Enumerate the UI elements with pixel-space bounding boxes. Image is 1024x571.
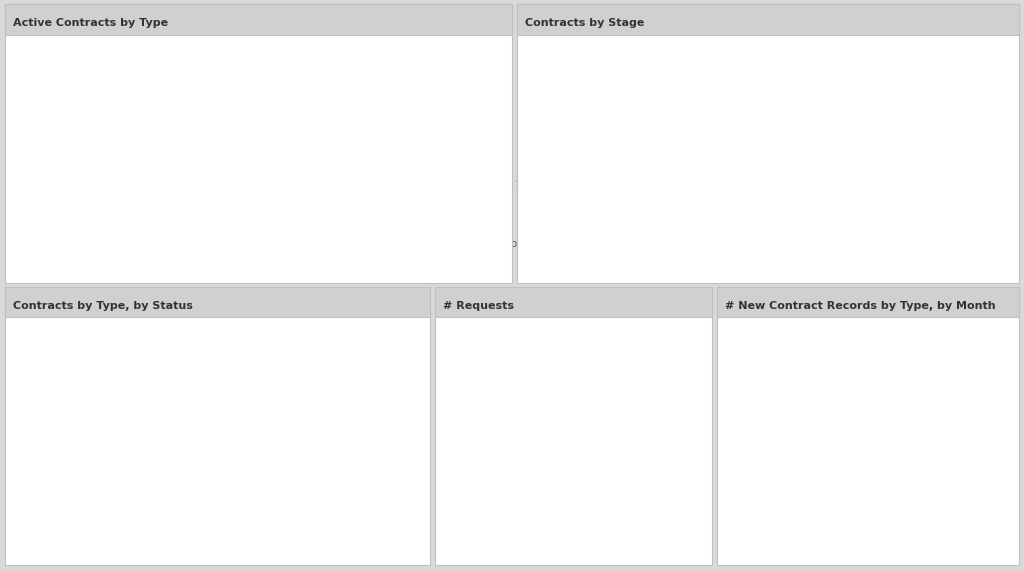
Text: 4: 4 xyxy=(365,196,371,206)
Bar xyxy=(254,105,299,258)
Text: Active Contracts by Type: Active Contracts by Type xyxy=(13,18,168,28)
Bar xyxy=(759,405,997,449)
Wedge shape xyxy=(493,363,573,444)
Bar xyxy=(436,207,481,258)
Bar xyxy=(72,207,117,258)
Text: $50.0k: $50.0k xyxy=(353,194,382,202)
Text: 25.0%
Not converted
2: 25.0% Not converted 2 xyxy=(562,398,630,428)
Bar xyxy=(163,207,208,258)
Text: $9.8k: $9.8k xyxy=(264,91,288,100)
Bar xyxy=(759,379,997,405)
Legend: Consulting, MNDA, MSA, NDA, SOW, Vendor Agreement: Consulting, MNDA, MSA, NDA, SOW, Vendor … xyxy=(75,328,395,344)
Text: Contracts by Type, by Status: Contracts by Type, by Status xyxy=(13,301,194,311)
Text: # New Contract Records by Type, by Month: # New Contract Records by Type, by Month xyxy=(725,301,995,311)
Legend: Draft, Review, Approval, Signature, Executed, Unknown Stage: Draft, Review, Approval, Signature, Exec… xyxy=(614,44,963,60)
Text: 4: 4 xyxy=(91,196,97,206)
Text: 75.0%
Converted
6: 75.0% Converted 6 xyxy=(549,465,598,495)
Text: # Requests: # Requests xyxy=(443,301,514,311)
Text: $40.0k: $40.0k xyxy=(444,194,473,202)
Wedge shape xyxy=(493,363,654,525)
Legend: Consulting, MSA, NDA, SOW, Vendor Agreement: Consulting, MSA, NDA, SOW, Vendor Agreem… xyxy=(118,45,435,61)
Bar xyxy=(567,147,675,160)
Text: Contracts by Stage: Contracts by Stage xyxy=(525,18,645,28)
Text: 4: 4 xyxy=(182,196,188,206)
Text: $55.0k: $55.0k xyxy=(80,194,109,202)
Bar xyxy=(567,207,912,220)
Bar xyxy=(345,207,390,258)
Bar xyxy=(759,449,997,501)
Text: $6.7m: $6.7m xyxy=(172,194,199,202)
Bar xyxy=(567,87,665,101)
Bar xyxy=(759,501,997,536)
Bar xyxy=(567,236,944,250)
Text: 4: 4 xyxy=(456,196,462,206)
Bar xyxy=(567,117,643,131)
Text: 12: 12 xyxy=(269,94,283,104)
Legend: Converted, Not converted: Converted, Not converted xyxy=(485,317,662,335)
Legend: Consulting, MSA, NDA, SOW: Consulting, MSA, NDA, SOW xyxy=(791,328,967,344)
Bar xyxy=(567,177,622,190)
